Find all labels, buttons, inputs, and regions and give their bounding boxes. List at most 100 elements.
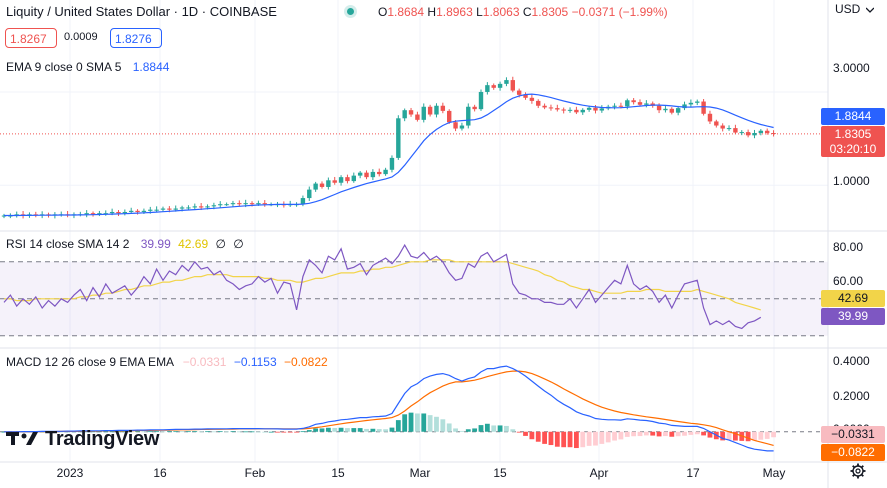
candle-body <box>103 213 108 215</box>
candle-body <box>383 169 388 175</box>
macd-histogram-bar <box>383 429 388 432</box>
macd-histogram-bar <box>637 431 643 437</box>
candle-body <box>707 113 713 122</box>
tradingview-logo[interactable]: TradingView <box>6 428 159 451</box>
macd-histogram-bar <box>325 427 331 432</box>
macd-histogram-bar <box>230 431 236 433</box>
buy-button[interactable]: 1.8276 <box>110 28 162 48</box>
macd-histogram-bar <box>707 431 713 438</box>
macd-histogram-bar <box>306 430 312 432</box>
macd-histogram-bar <box>484 423 490 432</box>
macd-histogram-bar <box>300 431 306 433</box>
time-axis-label: 15 <box>331 466 345 480</box>
candle-body <box>224 204 229 206</box>
candle-body <box>555 108 560 110</box>
rsi-pane[interactable] <box>0 243 828 337</box>
rsi-legend-value: 39.99 <box>140 237 171 251</box>
candle-body <box>733 128 738 133</box>
macd-histogram-bar <box>236 431 242 433</box>
candle-body <box>561 109 566 111</box>
candle-body <box>179 207 185 209</box>
macd-histogram-bar <box>542 431 547 444</box>
candle-body <box>173 208 178 210</box>
macd-histogram-bar <box>421 413 427 432</box>
macd-histogram-bar <box>694 431 700 435</box>
macd-histogram-bar <box>497 425 503 432</box>
macd-pane[interactable] <box>0 365 828 452</box>
price-pane[interactable] <box>0 76 828 219</box>
rsi-legend[interactable]: RSI 14 close SMA 14 2 39.99 42.69 ∅ ∅ <box>6 237 244 251</box>
candle-body <box>536 100 541 106</box>
time-axis-label: Feb <box>244 466 266 480</box>
currency-selector[interactable]: USD <box>835 2 875 16</box>
open-value: 1.8684 <box>387 5 425 19</box>
macd-histogram-bar <box>179 431 185 433</box>
macd-histogram-bar <box>160 431 166 433</box>
currency-label: USD <box>835 2 861 16</box>
high-value: 1.8963 <box>436 5 473 19</box>
candle-body <box>542 105 547 108</box>
candle-body <box>364 172 369 178</box>
macd-histogram-bar <box>663 431 668 437</box>
candle-body <box>122 211 128 214</box>
candle-body <box>516 90 522 95</box>
rsi-sma-line <box>4 259 761 311</box>
symbol-title[interactable]: Liquity / United States Dollar · 1D · CO… <box>6 4 277 19</box>
candle-body <box>765 130 770 134</box>
candle-body <box>695 101 700 103</box>
sell-button[interactable]: 1.8267 <box>5 28 57 48</box>
candle-body <box>109 211 115 214</box>
candle-body <box>758 130 764 134</box>
candle-body <box>97 213 102 215</box>
macd-histogram-bar <box>141 431 147 433</box>
macd-histogram-bar <box>605 431 611 443</box>
macd-histogram-bar <box>478 425 484 432</box>
candle-body <box>739 132 744 134</box>
macd-histogram-bar <box>147 431 153 433</box>
candle-body <box>612 105 617 107</box>
candle-body <box>631 100 636 103</box>
macd-histogram-bar <box>198 431 204 433</box>
macd-histogram-bar <box>434 416 439 432</box>
candle-body <box>472 106 477 110</box>
tradingview-logo-icon <box>6 432 38 445</box>
macd-histogram-bar <box>287 431 293 433</box>
macd-histogram-bar <box>535 431 541 442</box>
macd-histogram-bar <box>745 431 751 442</box>
macd-hist-legend-value: −0.0331 <box>182 355 227 369</box>
close-label: C <box>522 5 532 19</box>
time-axis-label: 17 <box>686 466 700 480</box>
macd-histogram-bar <box>166 431 172 433</box>
macd-histogram-bar <box>103 431 109 433</box>
candle-body <box>771 133 776 135</box>
candle-body <box>726 128 732 130</box>
time-axis-label: 2023 <box>56 466 84 480</box>
macd-histogram-bar <box>122 431 128 433</box>
candle-body <box>485 85 490 92</box>
macd-histogram-bar <box>764 431 770 439</box>
macd-histogram-bar <box>205 431 210 433</box>
ema-legend[interactable]: EMA 9 close 0 SMA 5 1.8844 <box>6 60 169 74</box>
macd-histogram-bar <box>338 427 344 432</box>
macd-histogram-bar <box>345 428 350 432</box>
macd-histogram-bar <box>504 425 509 432</box>
macd-histogram-bar <box>701 431 706 436</box>
macd-histogram-bar <box>376 429 382 432</box>
macd-legend[interactable]: MACD 12 26 close 9 EMA EMA −0.0331 −0.11… <box>6 355 328 369</box>
candle-body <box>129 210 134 212</box>
candle-body <box>434 105 439 115</box>
candle-body <box>669 108 674 113</box>
candle-body <box>300 198 306 205</box>
macd-histogram-bar <box>529 431 535 440</box>
candle-body <box>192 206 197 208</box>
candle-body <box>745 132 751 136</box>
rsi-legend-label: RSI 14 close SMA 14 2 <box>6 237 130 251</box>
price-axis-label: 1.0000 <box>833 174 870 188</box>
macd-histogram-bar <box>675 431 681 437</box>
macd-histogram-bar <box>154 431 160 433</box>
gear-icon[interactable] <box>850 463 866 479</box>
macd-histogram-bar <box>491 425 497 432</box>
time-axis-label: Apr <box>589 466 609 480</box>
